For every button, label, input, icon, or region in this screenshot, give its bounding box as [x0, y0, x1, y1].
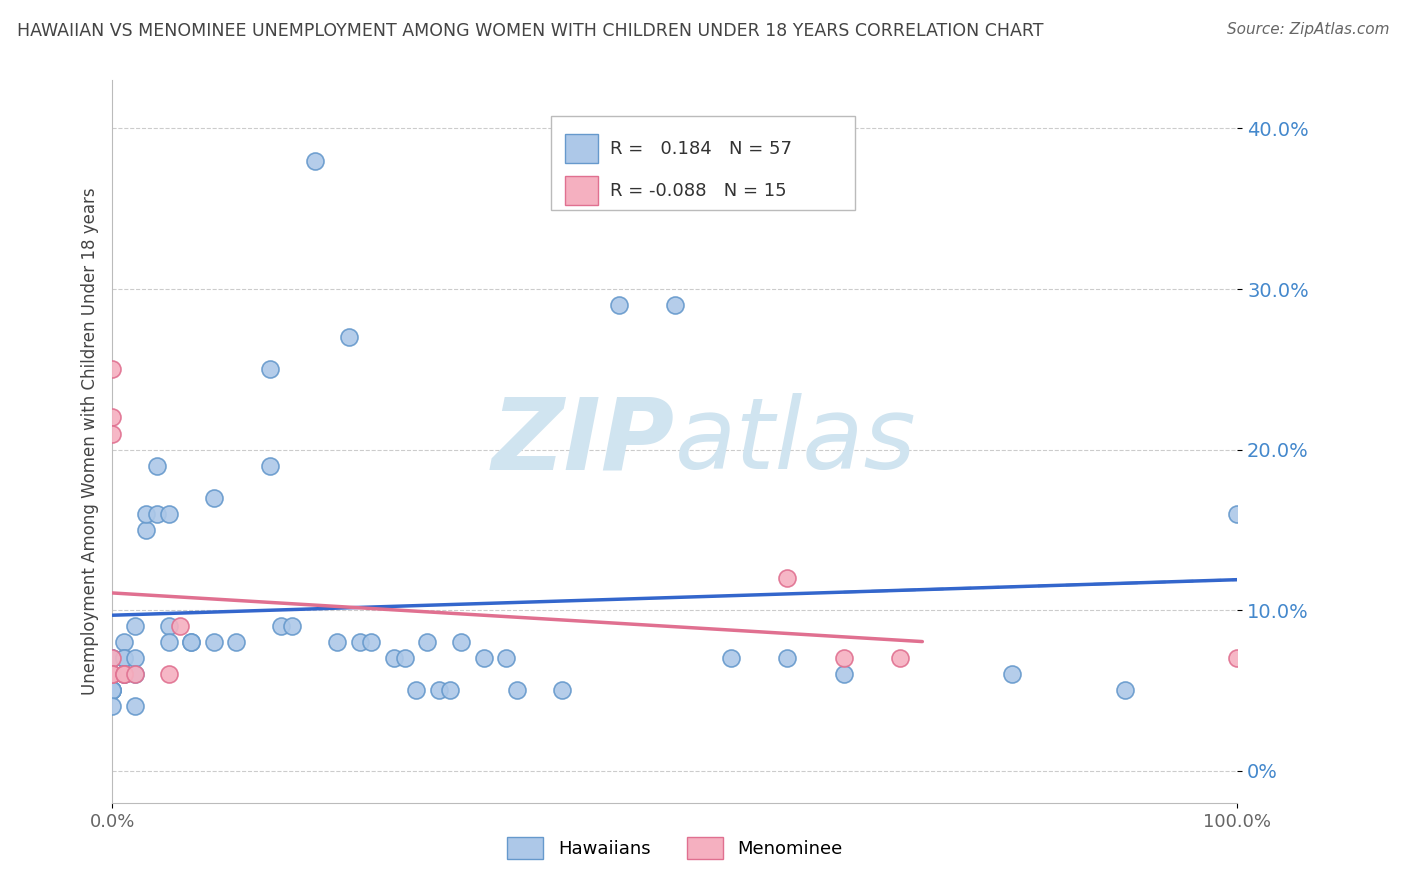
Text: R =   0.184   N = 57: R = 0.184 N = 57	[610, 140, 792, 158]
Point	[124, 699, 146, 714]
Text: HAWAIIAN VS MENOMINEE UNEMPLOYMENT AMONG WOMEN WITH CHILDREN UNDER 18 YEARS CORR: HAWAIIAN VS MENOMINEE UNEMPLOYMENT AMONG…	[17, 22, 1043, 40]
Point	[124, 651, 146, 665]
Point	[427, 683, 450, 698]
Text: Source: ZipAtlas.com: Source: ZipAtlas.com	[1226, 22, 1389, 37]
Point	[146, 507, 169, 521]
Point	[304, 153, 326, 168]
Bar	[565, 177, 599, 205]
Point	[776, 571, 799, 585]
Point	[101, 651, 124, 665]
Text: atlas: atlas	[675, 393, 917, 490]
Point	[124, 619, 146, 633]
Point	[101, 410, 124, 425]
Point	[101, 362, 124, 376]
Legend: Hawaiians, Menominee: Hawaiians, Menominee	[501, 830, 849, 866]
Point	[270, 619, 292, 633]
Point	[169, 619, 191, 633]
Point	[405, 683, 427, 698]
Point	[495, 651, 517, 665]
Text: R = -0.088   N = 15: R = -0.088 N = 15	[610, 182, 786, 200]
Point	[157, 667, 180, 681]
Point	[101, 426, 124, 441]
Point	[664, 298, 686, 312]
Point	[180, 635, 202, 649]
Point	[101, 667, 124, 681]
Point	[337, 330, 360, 344]
Bar	[565, 135, 599, 163]
Point	[416, 635, 439, 649]
Point	[382, 651, 405, 665]
Point	[101, 683, 124, 698]
Point	[439, 683, 461, 698]
Point	[1001, 667, 1024, 681]
Point	[112, 651, 135, 665]
Point	[135, 507, 157, 521]
Point	[607, 298, 630, 312]
Point	[832, 667, 855, 681]
Point	[1226, 507, 1249, 521]
Point	[259, 458, 281, 473]
Y-axis label: Unemployment Among Women with Children Under 18 years: Unemployment Among Women with Children U…	[80, 187, 98, 696]
Point	[157, 635, 180, 649]
Point	[360, 635, 382, 649]
Point	[101, 683, 124, 698]
Point	[101, 699, 124, 714]
Point	[146, 458, 169, 473]
Point	[124, 667, 146, 681]
Point	[889, 651, 911, 665]
Point	[180, 635, 202, 649]
Point	[281, 619, 304, 633]
FancyBboxPatch shape	[551, 117, 855, 211]
Point	[225, 635, 247, 649]
Point	[112, 667, 135, 681]
Point	[506, 683, 529, 698]
Point	[124, 667, 146, 681]
Point	[202, 491, 225, 505]
Point	[776, 651, 799, 665]
Point	[101, 683, 124, 698]
Point	[202, 635, 225, 649]
Point	[101, 667, 124, 681]
Point	[394, 651, 416, 665]
Point	[326, 635, 349, 649]
Text: ZIP: ZIP	[492, 393, 675, 490]
Point	[720, 651, 742, 665]
Point	[112, 635, 135, 649]
Point	[551, 683, 574, 698]
Point	[135, 523, 157, 537]
Point	[157, 507, 180, 521]
Point	[259, 362, 281, 376]
Point	[101, 683, 124, 698]
Point	[112, 667, 135, 681]
Point	[112, 667, 135, 681]
Point	[450, 635, 472, 649]
Point	[157, 619, 180, 633]
Point	[1226, 651, 1249, 665]
Point	[832, 651, 855, 665]
Point	[1114, 683, 1136, 698]
Point	[101, 651, 124, 665]
Point	[101, 667, 124, 681]
Point	[101, 651, 124, 665]
Point	[472, 651, 495, 665]
Point	[112, 651, 135, 665]
Point	[349, 635, 371, 649]
Point	[112, 667, 135, 681]
